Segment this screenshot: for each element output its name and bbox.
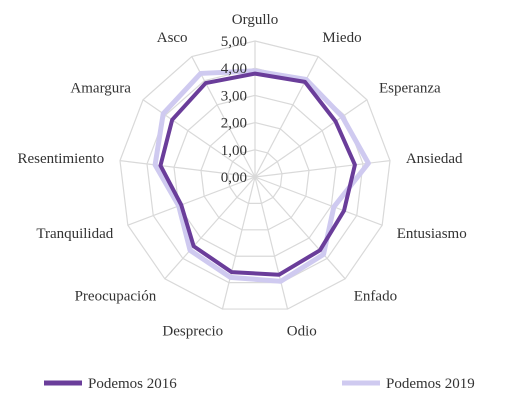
- tick-label: 5,00: [221, 34, 247, 50]
- category-label: Asco: [157, 30, 188, 46]
- legend-label: Podemos 2016: [88, 376, 177, 392]
- tick-label: 1,00: [221, 143, 247, 159]
- spoke-line: [254, 176, 346, 280]
- spoke-line: [254, 176, 289, 310]
- category-labels: Orgullo Miedo Esperanza Ansiedad Entusiasmo E…: [17, 12, 466, 339]
- spoke-line: [191, 56, 256, 178]
- spoke-line: [254, 176, 383, 226]
- grid-ring: [173, 94, 337, 257]
- category-label: Resentimiento: [17, 151, 104, 167]
- spoke-line: [221, 176, 256, 310]
- tick-label: 0,00: [221, 170, 247, 186]
- tick-label: 2,00: [221, 116, 247, 132]
- tick-label: 4,00: [221, 61, 247, 77]
- spoke-line: [164, 176, 256, 280]
- legend-label: Podemos 2019: [386, 376, 475, 392]
- category-label: Odio: [287, 323, 317, 339]
- category-label: Orgullo: [232, 12, 278, 28]
- radar-series-group: [152, 68, 371, 284]
- grid-ring: [119, 40, 391, 310]
- series-line-podemos-2016: [158, 71, 357, 277]
- category-label: Miedo: [322, 30, 361, 46]
- category-label: Tranquilidad: [36, 226, 113, 242]
- category-label: Ansiedad: [406, 151, 463, 167]
- category-label: Esperanza: [379, 80, 441, 96]
- spoke-line: [127, 176, 256, 226]
- spoke-line: [119, 160, 256, 178]
- tick-label: 3,00: [221, 88, 247, 104]
- radar-spokes: [119, 41, 391, 310]
- grid-ring: [200, 121, 310, 231]
- grid-ring: [227, 149, 283, 205]
- spoke-line: [254, 99, 368, 178]
- spoke-line: [254, 56, 319, 178]
- category-label: Desprecio: [162, 323, 223, 339]
- category-label: Enfado: [354, 288, 397, 304]
- series-line-podemos-2019: [152, 68, 371, 284]
- legend: Podemos 2016 Podemos 2019: [44, 376, 475, 392]
- category-label: Entusiasmo: [397, 226, 467, 242]
- category-label: Preocupación: [75, 288, 157, 304]
- radial-tick-labels: 0,00 1,00 2,00 3,00 4,00 5,00: [221, 34, 247, 186]
- category-label: Amargura: [70, 80, 131, 96]
